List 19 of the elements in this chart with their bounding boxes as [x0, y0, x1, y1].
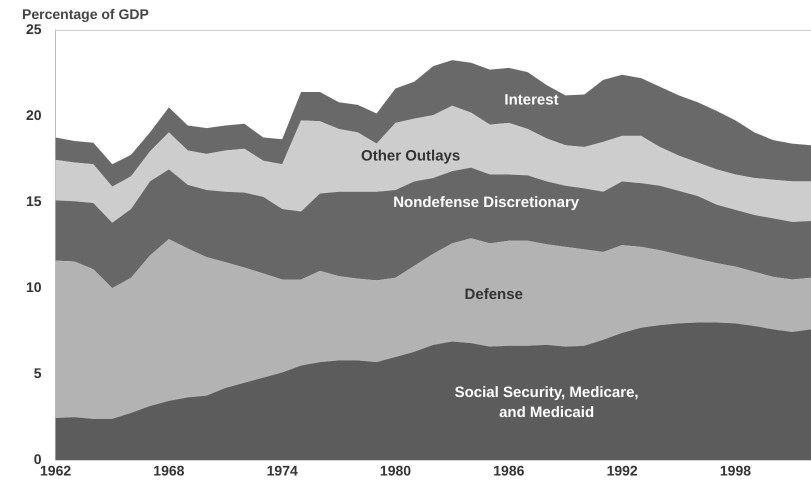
y-tick-label: 0: [34, 451, 42, 468]
x-tick-label: 1980: [380, 462, 412, 478]
y-tick-label: 15: [26, 192, 42, 209]
x-tick-label: 1986: [493, 462, 525, 478]
y-tick-label: 10: [26, 278, 42, 295]
series-label: Social Security, Medicare, and Medicaid: [454, 384, 639, 422]
x-tick-label: 1962: [40, 462, 72, 478]
series-label: Defense: [464, 286, 523, 304]
series-label: Other Outlays: [361, 148, 460, 165]
x-tick-label: 1998: [720, 462, 752, 478]
x-tick-label: 1992: [606, 462, 638, 478]
y-tick-label: 25: [26, 20, 42, 37]
y-axis-title: Percentage of GDP: [22, 6, 149, 22]
x-tick-label: 1974: [266, 462, 298, 478]
series-label: Interest: [504, 92, 559, 109]
y-tick-label: 5: [34, 365, 42, 382]
x-tick-label: 1968: [153, 462, 185, 478]
series-label: Nondefense Discretionary: [393, 194, 580, 212]
y-tick-label: 20: [26, 106, 42, 123]
